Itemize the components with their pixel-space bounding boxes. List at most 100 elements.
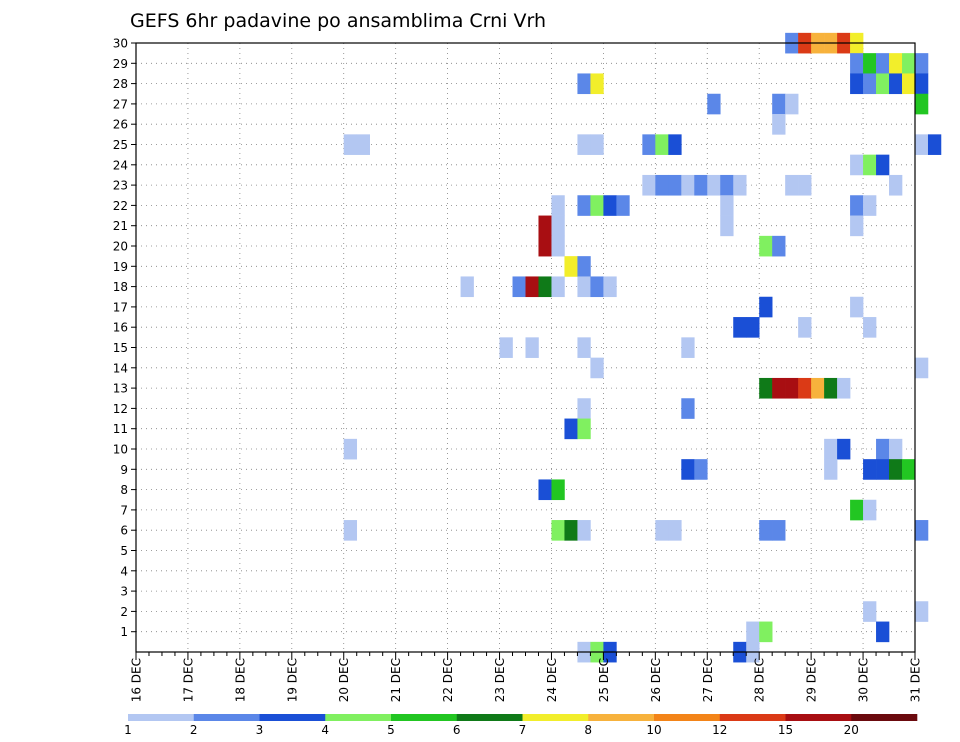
data-cell <box>759 621 773 643</box>
colorbar-swatch <box>785 714 852 721</box>
data-cell <box>876 53 890 74</box>
data-cell <box>603 195 617 216</box>
y-tick-label: 27 <box>113 97 128 111</box>
data-cell <box>603 276 617 298</box>
y-tick-label: 12 <box>113 402 128 416</box>
y-tick-label: 16 <box>113 321 128 335</box>
data-cell <box>733 317 747 338</box>
data-cell <box>538 235 552 257</box>
data-cell <box>876 438 890 460</box>
data-cell <box>915 134 929 155</box>
x-tick-label: 30 DEC <box>857 658 871 702</box>
data-cell <box>590 276 604 298</box>
data-cell <box>525 337 539 358</box>
y-tick-label: 1 <box>120 625 128 639</box>
data-cell <box>863 53 877 74</box>
colorbar-label: 1 <box>124 723 132 737</box>
data-cell <box>590 357 604 379</box>
data-cell <box>577 398 591 419</box>
data-cell <box>785 377 799 399</box>
y-tick-label: 17 <box>113 300 128 314</box>
data-cell <box>889 438 903 460</box>
data-cell <box>733 174 747 196</box>
y-tick-label: 22 <box>113 199 128 213</box>
data-cell <box>889 53 903 74</box>
colorbar-label: 12 <box>712 723 727 737</box>
data-cell <box>772 114 786 135</box>
colorbar-swatch <box>522 714 589 721</box>
data-cell <box>681 337 695 358</box>
colorbar-label: 6 <box>453 723 461 737</box>
data-cell <box>915 53 929 74</box>
data-cell <box>577 256 591 277</box>
data-cell <box>915 93 929 115</box>
y-tick-label: 8 <box>120 483 128 497</box>
colorbar-legend: 1 2 3 4 5 6 7 8 10 12 15 20 <box>124 714 918 737</box>
data-cell <box>902 53 916 74</box>
data-cell <box>798 377 812 399</box>
data-cell <box>694 459 708 480</box>
data-cell <box>863 154 877 176</box>
data-cell <box>551 215 565 237</box>
data-cell <box>889 73 903 95</box>
colorbar-label: 15 <box>778 723 793 737</box>
data-cell <box>460 276 474 298</box>
data-cell <box>746 621 760 643</box>
y-tick-label: 7 <box>120 503 128 517</box>
y-tick-label: 11 <box>113 422 128 436</box>
colorbar-swatch <box>391 714 458 721</box>
x-tick-label: 16 DEC <box>130 658 144 702</box>
data-cell <box>785 174 799 196</box>
y-tick-label: 26 <box>113 118 128 132</box>
data-cell <box>668 520 682 541</box>
data-cell <box>512 276 526 298</box>
data-cell <box>863 195 877 216</box>
data-cell <box>915 73 929 95</box>
colorbar-swatch <box>128 714 195 721</box>
data-cell <box>343 134 358 155</box>
y-tick-label: 30 <box>113 37 128 51</box>
x-tick-label: 21 DEC <box>389 658 403 702</box>
data-cell <box>577 134 591 155</box>
data-cell <box>577 418 591 440</box>
y-tick-label: 19 <box>113 260 128 274</box>
data-cell <box>577 520 591 541</box>
y-tick-label: 28 <box>113 77 128 91</box>
data-cell <box>720 215 734 237</box>
data-cell <box>655 520 669 541</box>
data-cell <box>837 377 851 399</box>
data-cell <box>798 317 812 338</box>
data-cell <box>668 134 682 155</box>
y-tick-label: 24 <box>113 158 128 172</box>
data-cell <box>681 459 695 480</box>
chart-title: GEFS 6hr padavine po ansamblima Crni Vrh <box>130 10 546 32</box>
data-cell <box>772 520 786 541</box>
data-cell <box>876 621 890 643</box>
data-cell <box>850 215 864 237</box>
data-cell <box>759 235 773 257</box>
y-tick-label: 15 <box>113 341 128 355</box>
y-tick-label: 18 <box>113 280 128 294</box>
x-tick-label: 27 DEC <box>701 658 715 702</box>
data-cell <box>720 174 734 196</box>
colorbar-label: 8 <box>584 723 592 737</box>
y-tick-label: 5 <box>120 544 128 558</box>
data-cell <box>863 73 877 95</box>
colorbar-swatch <box>193 714 260 721</box>
data-cell <box>746 317 760 338</box>
x-tick-label: 31 DEC <box>909 658 923 702</box>
data-cell <box>863 601 877 622</box>
data-cell <box>577 276 591 298</box>
data-cell <box>499 337 513 358</box>
y-tick-label: 20 <box>113 240 128 254</box>
data-cell <box>824 377 838 399</box>
data-cell <box>863 459 877 480</box>
data-cell <box>681 398 695 419</box>
x-tick-label: 17 DEC <box>181 658 195 702</box>
y-tick-label: 4 <box>120 564 128 578</box>
data-cell <box>863 499 877 521</box>
y-tick-label: 6 <box>120 524 128 538</box>
data-cell <box>538 479 552 501</box>
data-cell <box>356 134 370 155</box>
x-tick-label: 28 DEC <box>753 658 767 702</box>
